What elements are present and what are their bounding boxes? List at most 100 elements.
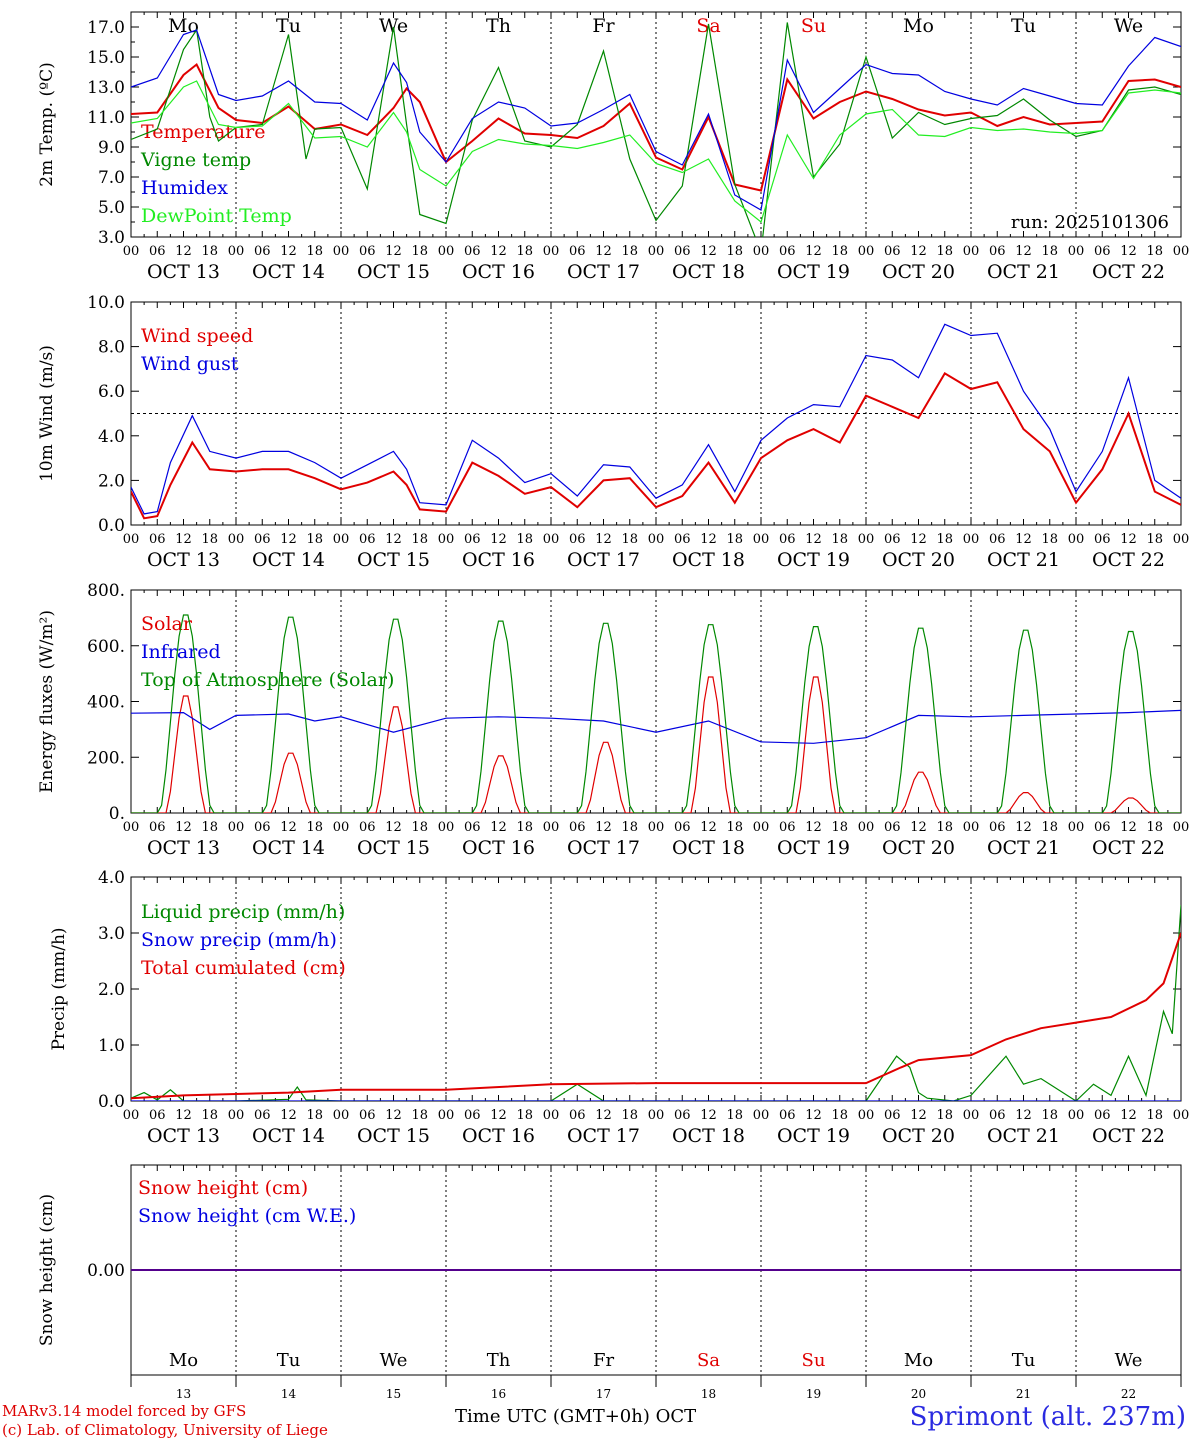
hour-label: 18 (1146, 1108, 1163, 1123)
legend-entry: Humidex (141, 177, 228, 199)
hour-label: 12 (175, 532, 192, 547)
y-tick-label: 10.0 (87, 293, 125, 313)
date-label: OCT 15 (357, 261, 430, 283)
weekday-label: Fr (593, 1350, 614, 1371)
day-number-label: 18 (701, 1387, 716, 1401)
hour-label: 18 (936, 532, 953, 547)
hour-label: 18 (306, 1108, 323, 1123)
date-label: OCT 14 (252, 1125, 325, 1147)
series-line (131, 22, 1181, 237)
hour-label: 18 (621, 820, 638, 835)
hour-label: 06 (1094, 820, 1111, 835)
hour-label: 06 (779, 820, 796, 835)
legend-entry: Wind speed (141, 325, 253, 347)
hour-label: 18 (306, 244, 323, 259)
hour-label: 00 (543, 244, 560, 259)
hour-label: 06 (989, 532, 1006, 547)
hour-label: 18 (516, 1108, 533, 1123)
hour-label: 00 (963, 244, 980, 259)
hour-label: 06 (359, 244, 376, 259)
hour-label: 12 (595, 1108, 612, 1123)
hour-label: 00 (1068, 532, 1085, 547)
series-line (131, 80, 1181, 224)
legend-entry: Total cumulated (cm) (141, 957, 346, 979)
hour-label: 12 (595, 532, 612, 547)
series-line (131, 614, 1181, 813)
hour-label: 06 (1094, 532, 1111, 547)
hour-label: 12 (910, 244, 927, 259)
hour-label: 12 (385, 1108, 402, 1123)
hour-label: 18 (201, 1108, 218, 1123)
model-credit: MARv3.14 model forced by GFS (2, 1402, 247, 1420)
date-label: OCT 19 (777, 549, 850, 571)
hour-label: 18 (201, 532, 218, 547)
legend-entry: Top of Atmosphere (Solar) (141, 669, 394, 691)
date-label: OCT 17 (567, 837, 640, 859)
hour-label: 00 (858, 532, 875, 547)
hour-label: 12 (1015, 820, 1032, 835)
hour-label: 00 (228, 1108, 245, 1123)
hour-label: 06 (359, 1108, 376, 1123)
hour-label: 06 (569, 532, 586, 547)
hour-label: 12 (490, 820, 507, 835)
y-tick-label: 4.0 (98, 868, 125, 888)
weekday-label: Tu (1012, 1350, 1036, 1371)
hour-label: 18 (621, 244, 638, 259)
y-tick-label: 3.0 (98, 924, 125, 944)
hour-label: 12 (385, 532, 402, 547)
legend-entry: Snow height (cm) (138, 1177, 308, 1199)
hour-label: 18 (831, 532, 848, 547)
hour-label: 06 (989, 820, 1006, 835)
lab-credit: (c) Lab. of Climatology, University of L… (2, 1421, 328, 1439)
hour-label: 12 (700, 1108, 717, 1123)
hour-label: 12 (700, 820, 717, 835)
hour-label: 06 (569, 820, 586, 835)
hour-label: 06 (569, 1108, 586, 1123)
y-tick-label: 400. (87, 693, 125, 713)
y-tick-label: 13.0 (87, 78, 125, 98)
hour-label: 00 (123, 820, 140, 835)
series-line (131, 323, 1181, 515)
hour-label: 18 (936, 244, 953, 259)
date-label: OCT 19 (777, 837, 850, 859)
series-line (131, 29, 1181, 211)
hour-label: 06 (149, 1108, 166, 1123)
hour-label: 18 (411, 244, 428, 259)
series-line (131, 709, 1181, 744)
y-axis-label: Energy fluxes (W/m²) (37, 610, 57, 793)
hour-label: 00 (438, 1108, 455, 1123)
hour-label: 12 (700, 244, 717, 259)
legend-entry: DewPoint Temp (141, 205, 292, 227)
date-label: OCT 20 (882, 837, 955, 859)
hour-label: 06 (149, 244, 166, 259)
hour-label: 00 (1173, 1108, 1190, 1123)
legend-entry: Solar (141, 613, 193, 635)
hour-label: 00 (438, 820, 455, 835)
hour-label: 06 (359, 532, 376, 547)
hour-label: 06 (674, 820, 691, 835)
hour-label: 12 (175, 1108, 192, 1123)
hour-label: 06 (989, 1108, 1006, 1123)
hour-label: 18 (831, 244, 848, 259)
date-label: OCT 20 (882, 549, 955, 571)
day-number-label: 16 (491, 1387, 506, 1401)
date-label: OCT 14 (252, 549, 325, 571)
hour-label: 00 (123, 1108, 140, 1123)
date-label: OCT 18 (672, 549, 745, 571)
hour-label: 06 (569, 244, 586, 259)
hour-label: 00 (1173, 244, 1190, 259)
hour-label: 18 (516, 244, 533, 259)
hour-label: 06 (884, 820, 901, 835)
date-label: OCT 19 (777, 1125, 850, 1147)
date-label: OCT 20 (882, 261, 955, 283)
hour-label: 12 (280, 244, 297, 259)
hour-label: 12 (280, 1108, 297, 1123)
hour-label: 06 (779, 244, 796, 259)
day-number-label: 22 (1121, 1387, 1136, 1401)
hour-label: 00 (858, 1108, 875, 1123)
hour-label: 18 (726, 532, 743, 547)
date-label: OCT 21 (987, 837, 1060, 859)
hour-label: 06 (464, 1108, 481, 1123)
hour-label: 00 (963, 820, 980, 835)
